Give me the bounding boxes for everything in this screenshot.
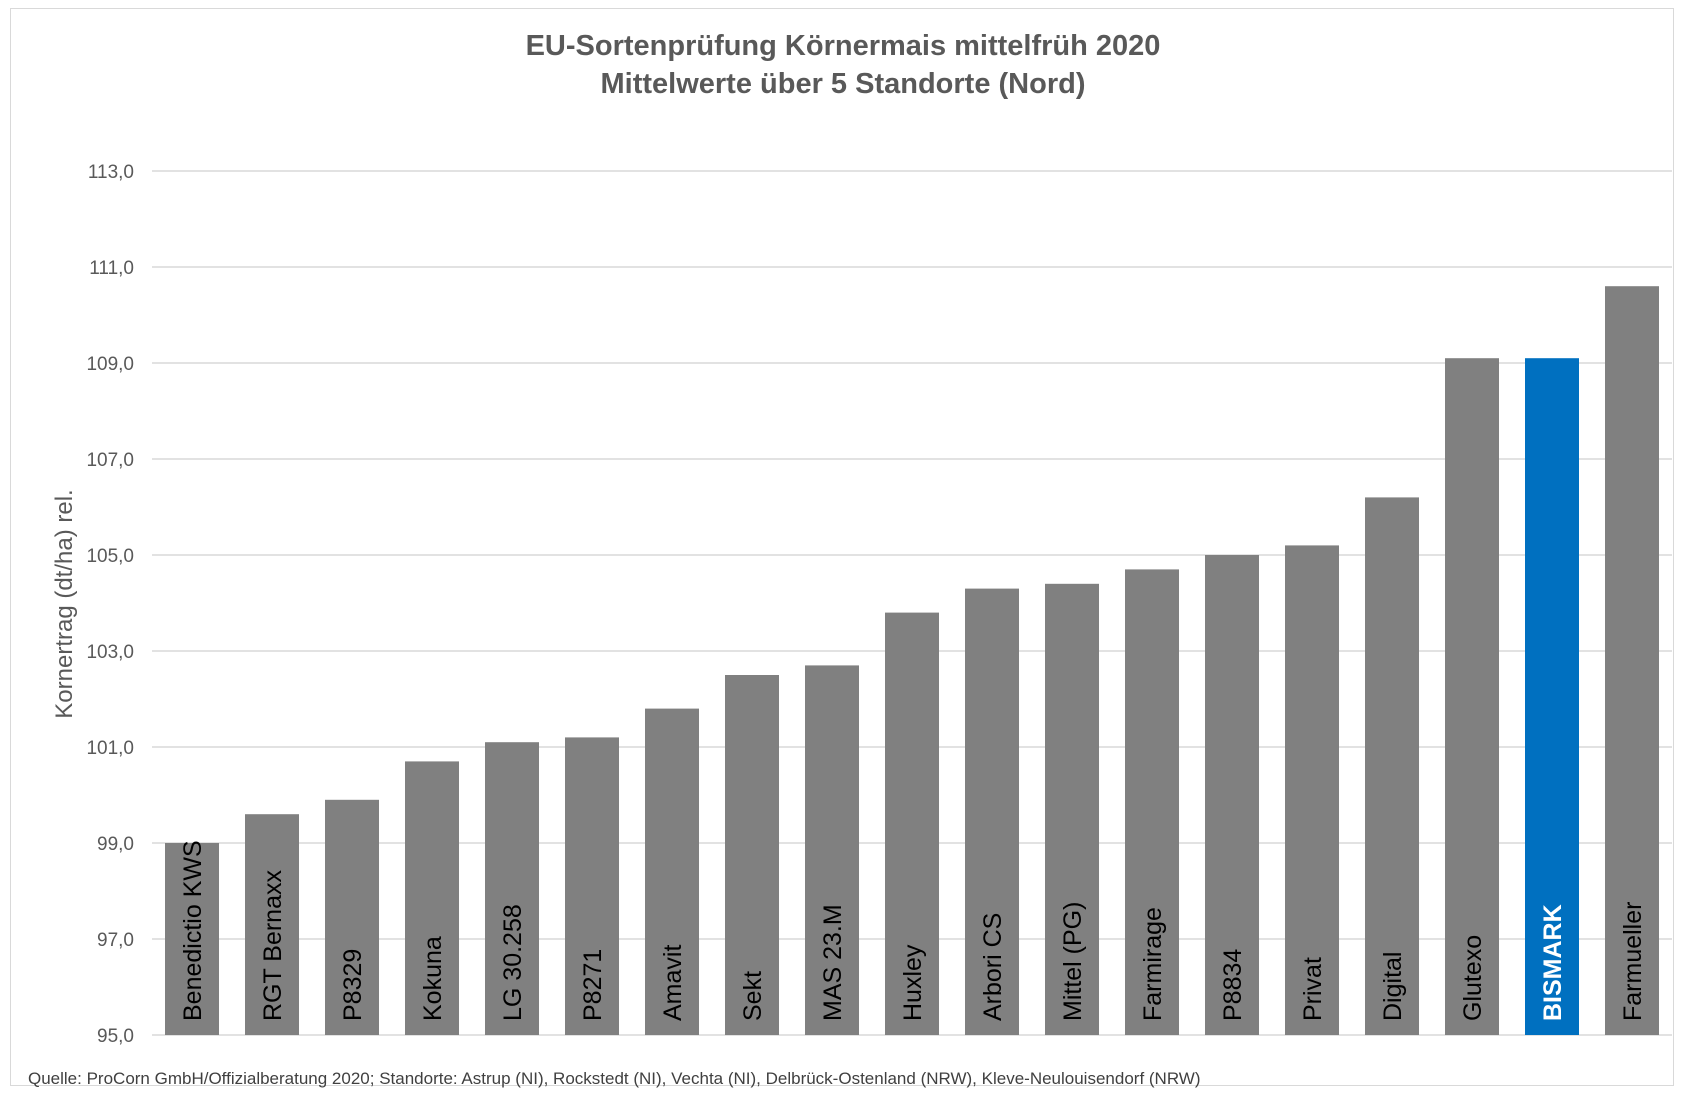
bar-label: Digital	[1379, 952, 1407, 1021]
bar-kokuna	[405, 761, 459, 1035]
bar-label: Glutexo	[1459, 935, 1487, 1021]
bar-label: MAS 23.M	[819, 904, 847, 1021]
bar-sekt	[725, 675, 779, 1035]
bar-p8271	[565, 737, 619, 1035]
bar-label: Amavit	[659, 945, 687, 1021]
bar-huxley	[885, 612, 939, 1035]
bar-amavit	[645, 708, 699, 1035]
source-note: Quelle: ProCorn GmbH/Offizialberatung 20…	[28, 1069, 1201, 1088]
bar-label: Sekt	[739, 971, 767, 1021]
y-tick-label: 99,0	[97, 834, 134, 855]
y-tick-label: 113,0	[88, 162, 134, 183]
bar-label: RGT Bernaxx	[259, 870, 287, 1021]
y-tick-label: 107,0	[86, 450, 134, 471]
bar-mas-23-m	[805, 665, 859, 1035]
bar-label: Huxley	[899, 944, 927, 1021]
bar-mittel-pg	[1045, 583, 1099, 1035]
bar-labels: Benedictio KWS RGT Bernaxx P8329 Kokuna LG 3…	[179, 840, 1647, 1021]
bar-benedictio-kws	[165, 843, 219, 1035]
bar-label: Farmirage	[1139, 907, 1167, 1021]
bar-label: Mittel (PG)	[1059, 902, 1087, 1021]
y-tick-label: 111,0	[89, 258, 134, 279]
bar-label: Farmueller	[1619, 902, 1647, 1021]
bar-rgt-bernaxx	[245, 814, 299, 1035]
bar-arbori-cs	[965, 588, 1019, 1035]
bar-p8834	[1205, 555, 1259, 1035]
bar-label: Kokuna	[419, 936, 447, 1021]
bar-label: Privat	[1299, 957, 1327, 1021]
bar-label: LG 30.258	[499, 904, 527, 1021]
bar-farmirage	[1125, 569, 1179, 1035]
bar-farmueller	[1605, 286, 1659, 1035]
y-tick-label: 103,0	[86, 642, 134, 663]
bar-label: P8271	[579, 949, 607, 1021]
y-tick-label: 109,0	[86, 354, 134, 375]
bar-privat	[1285, 545, 1339, 1035]
y-axis-label: Kornertrag (dt/ha) rel.	[51, 489, 78, 718]
y-tick-label: 97,0	[97, 930, 134, 951]
chart-subtitle: Mittelwerte über 5 Standorte (Nord)	[601, 68, 1086, 100]
bar-p8329	[325, 799, 379, 1035]
bar-label: P8834	[1219, 949, 1247, 1021]
bars	[165, 286, 1659, 1035]
bar-glutexo	[1445, 358, 1499, 1035]
y-tick-label: 105,0	[86, 546, 134, 567]
bar-digital	[1365, 497, 1419, 1035]
bar-label: BISMARK	[1539, 904, 1567, 1021]
bar-label: P8329	[339, 949, 367, 1021]
bar-label: Benedictio KWS	[179, 840, 207, 1021]
bar-lg-30-258	[485, 742, 539, 1035]
chart-title: EU-Sortenprüfung Körnermais mittelfrüh 2…	[526, 30, 1161, 62]
bar-bismark	[1525, 358, 1579, 1035]
y-axis-ticks: 95,0 97,0 99,0 101,0 103,0 105,0 107,0 109,0 111…	[86, 162, 134, 1047]
y-tick-label: 95,0	[97, 1026, 134, 1047]
y-tick-label: 101,0	[86, 738, 134, 759]
bar-label: Arbori CS	[979, 913, 1007, 1021]
